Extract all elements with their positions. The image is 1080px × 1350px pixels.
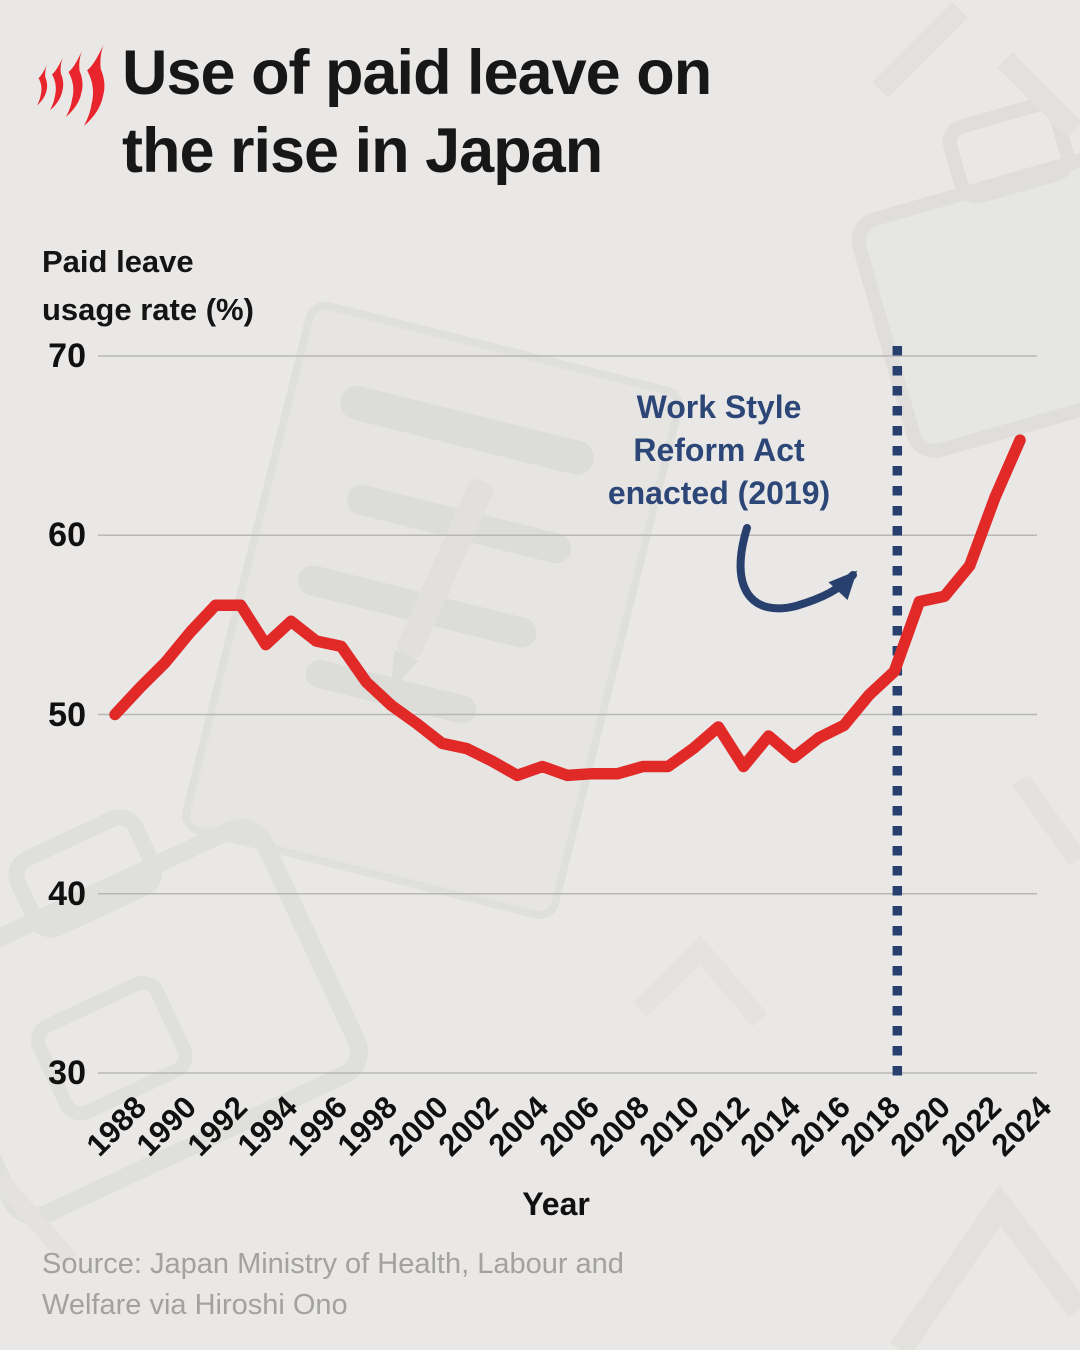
y-tick-label-60: 60: [48, 516, 86, 555]
source-line2: Welfare via Hiroshi Ono: [42, 1289, 348, 1321]
gridlines-group: [98, 355, 1037, 1074]
annotation-line2: Reform Act: [633, 432, 805, 468]
y-axis-title-line1: Paid leave: [42, 244, 194, 279]
paid-leave-line: [109, 434, 1026, 782]
y-tick-label-40: 40: [48, 874, 86, 913]
annotation-line3: enacted (2019): [607, 475, 831, 511]
y-tick-label-50: 50: [48, 695, 86, 734]
x-axis-title: Year: [522, 1186, 590, 1222]
y-axis-title-line2: usage rate (%): [42, 292, 254, 327]
y-tick-label-30: 30: [48, 1054, 86, 1092]
source-line1: Source: Japan Ministry of Health, Labour…: [42, 1248, 624, 1280]
paid-leave-usage-series: [109, 434, 1026, 782]
y-tick-label-70: 70: [48, 337, 86, 375]
sbs-logo-icon: [37, 44, 105, 126]
page-title-line2: the rise in Japan: [122, 116, 603, 186]
page-title-line1: Use of paid leave on: [122, 38, 712, 108]
annotation-arrow: [736, 524, 858, 613]
page-title: Use of paid leave on the rise in Japan: [122, 34, 1022, 190]
y-axis-title: Paid leave usage rate (%): [42, 238, 254, 334]
source-note: Source: Japan Ministry of Health, Labour…: [42, 1244, 802, 1326]
annotation-work-style-reform: Work Style Reform Act enacted (2019): [563, 386, 875, 515]
annotation-line1: Work Style: [636, 389, 802, 425]
